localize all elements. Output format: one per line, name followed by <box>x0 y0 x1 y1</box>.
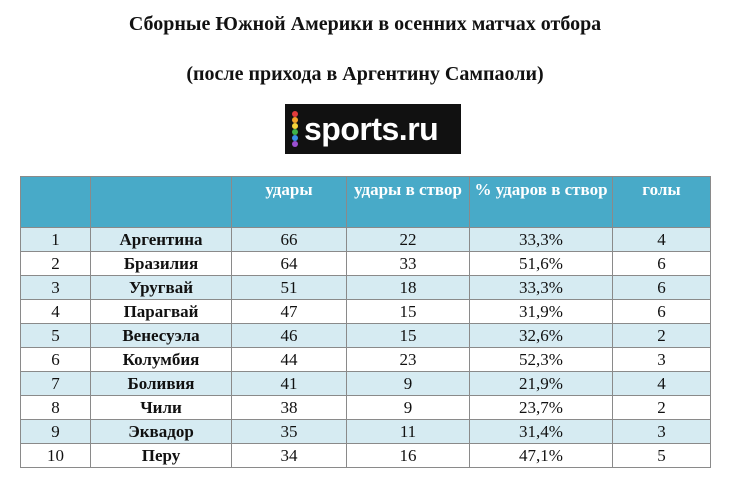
rank-cell: 2 <box>20 251 91 276</box>
shots-on-target-cell: 9 <box>346 395 470 420</box>
goals-cell: 6 <box>612 299 711 324</box>
rank-cell: 9 <box>20 419 91 444</box>
shots-on-target-pct-cell: 33,3% <box>469 227 613 252</box>
shots-cell: 34 <box>231 443 347 468</box>
rank-cell: 3 <box>20 275 91 300</box>
shots-on-target-pct-cell: 31,9% <box>469 299 613 324</box>
shots-on-target-cell: 11 <box>346 419 470 444</box>
rank-cell: 1 <box>20 227 91 252</box>
logo-dot <box>292 111 298 117</box>
shots-on-target-pct-cell: 31,4% <box>469 419 613 444</box>
shots-on-target-cell: 16 <box>346 443 470 468</box>
shots-on-target-pct-cell: 33,3% <box>469 275 613 300</box>
team-cell: Венесуэла <box>90 323 232 348</box>
goals-cell: 4 <box>612 227 711 252</box>
shots-on-target-pct-cell: 52,3% <box>469 347 613 372</box>
shots-cell: 35 <box>231 419 347 444</box>
shots-cell: 41 <box>231 371 347 396</box>
logo-dot <box>292 135 298 141</box>
header-shots-on-target: удары в створ <box>346 176 470 228</box>
shots-on-target-cell: 22 <box>346 227 470 252</box>
shots-cell: 46 <box>231 323 347 348</box>
table-row: 10 Перу 34 16 47,1% 5 <box>20 443 711 468</box>
shots-cell: 66 <box>231 227 347 252</box>
goals-cell: 6 <box>612 275 711 300</box>
shots-on-target-pct-cell: 47,1% <box>469 443 613 468</box>
rank-cell: 5 <box>20 323 91 348</box>
header-goals: голы <box>612 176 711 228</box>
shots-on-target-cell: 33 <box>346 251 470 276</box>
shots-on-target-cell: 15 <box>346 299 470 324</box>
logo-dot <box>292 117 298 123</box>
rank-cell: 4 <box>20 299 91 324</box>
logo-dot <box>292 129 298 135</box>
header-shots-on-target-pct: % ударов в створ <box>469 176 613 228</box>
table-row: 3 Уругвай 51 18 33,3% 6 <box>20 275 711 300</box>
goals-cell: 5 <box>612 443 711 468</box>
stats-table: удары удары в створ % ударов в створ гол… <box>20 176 711 468</box>
shots-on-target-cell: 23 <box>346 347 470 372</box>
goals-cell: 4 <box>612 371 711 396</box>
team-cell: Уругвай <box>90 275 232 300</box>
shots-on-target-cell: 15 <box>346 323 470 348</box>
table-row: 4 Парагвай 47 15 31,9% 6 <box>20 299 711 324</box>
shots-cell: 64 <box>231 251 347 276</box>
header-shots: удары <box>231 176 347 228</box>
rank-cell: 8 <box>20 395 91 420</box>
logo-dots-icon <box>292 111 300 147</box>
shots-cell: 51 <box>231 275 347 300</box>
shots-on-target-cell: 9 <box>346 371 470 396</box>
team-cell: Парагвай <box>90 299 232 324</box>
shots-on-target-cell: 18 <box>346 275 470 300</box>
page-subtitle: (после прихода в Аргентину Сампаоли) <box>186 63 544 85</box>
logo-text: sports.ru <box>304 111 439 147</box>
goals-cell: 2 <box>612 395 711 420</box>
header-team <box>90 176 232 228</box>
logo-dot <box>292 123 298 129</box>
shots-cell: 38 <box>231 395 347 420</box>
shots-cell: 44 <box>231 347 347 372</box>
table-row: 6 Колумбия 44 23 52,3% 3 <box>20 347 711 372</box>
team-cell: Перу <box>90 443 232 468</box>
logo-dot <box>292 141 298 147</box>
team-cell: Аргентина <box>90 227 232 252</box>
rank-cell: 6 <box>20 347 91 372</box>
team-cell: Эквадор <box>90 419 232 444</box>
rank-cell: 7 <box>20 371 91 396</box>
table-row: 5 Венесуэла 46 15 32,6% 2 <box>20 323 711 348</box>
team-cell: Колумбия <box>90 347 232 372</box>
shots-on-target-pct-cell: 51,6% <box>469 251 613 276</box>
table-row: 2 Бразилия 64 33 51,6% 6 <box>20 251 711 276</box>
goals-cell: 2 <box>612 323 711 348</box>
table-row: 8 Чили 38 9 23,7% 2 <box>20 395 711 420</box>
team-cell: Бразилия <box>90 251 232 276</box>
table-row: 1 Аргентина 66 22 33,3% 4 <box>20 227 711 252</box>
rank-cell: 10 <box>20 443 91 468</box>
shots-on-target-pct-cell: 23,7% <box>469 395 613 420</box>
shots-cell: 47 <box>231 299 347 324</box>
shots-on-target-pct-cell: 21,9% <box>469 371 613 396</box>
goals-cell: 3 <box>612 419 711 444</box>
table-row: 7 Боливия 41 9 21,9% 4 <box>20 371 711 396</box>
shots-on-target-pct-cell: 32,6% <box>469 323 613 348</box>
team-cell: Чили <box>90 395 232 420</box>
table-header-row: удары удары в створ % ударов в створ гол… <box>20 176 711 228</box>
goals-cell: 3 <box>612 347 711 372</box>
goals-cell: 6 <box>612 251 711 276</box>
table-row: 9 Эквадор 35 11 31,4% 3 <box>20 419 711 444</box>
header-rank <box>20 176 91 228</box>
team-cell: Боливия <box>90 371 232 396</box>
sports-ru-logo: sports.ru <box>285 104 461 154</box>
page-title: Сборные Южной Америки в осенних матчах о… <box>128 13 602 35</box>
